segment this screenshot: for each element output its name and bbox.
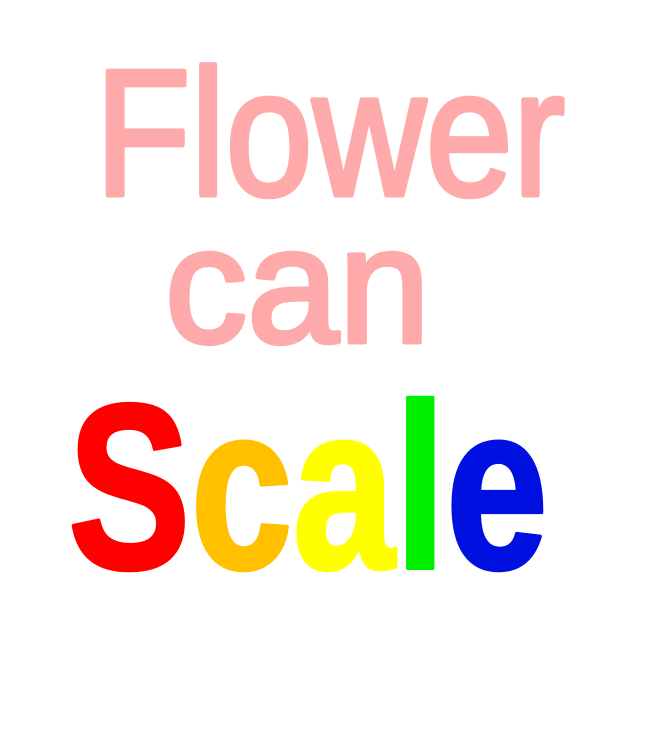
scale-letter: S — [68, 355, 191, 618]
scale-letter: e — [446, 355, 548, 618]
scale-letter: a — [293, 355, 397, 618]
title-line: can — [165, 193, 430, 377]
scale-letter: l — [395, 355, 446, 618]
title-line: Flower — [95, 33, 565, 234]
scale-word: Scale — [68, 355, 548, 618]
scale-letter: c — [191, 355, 293, 618]
